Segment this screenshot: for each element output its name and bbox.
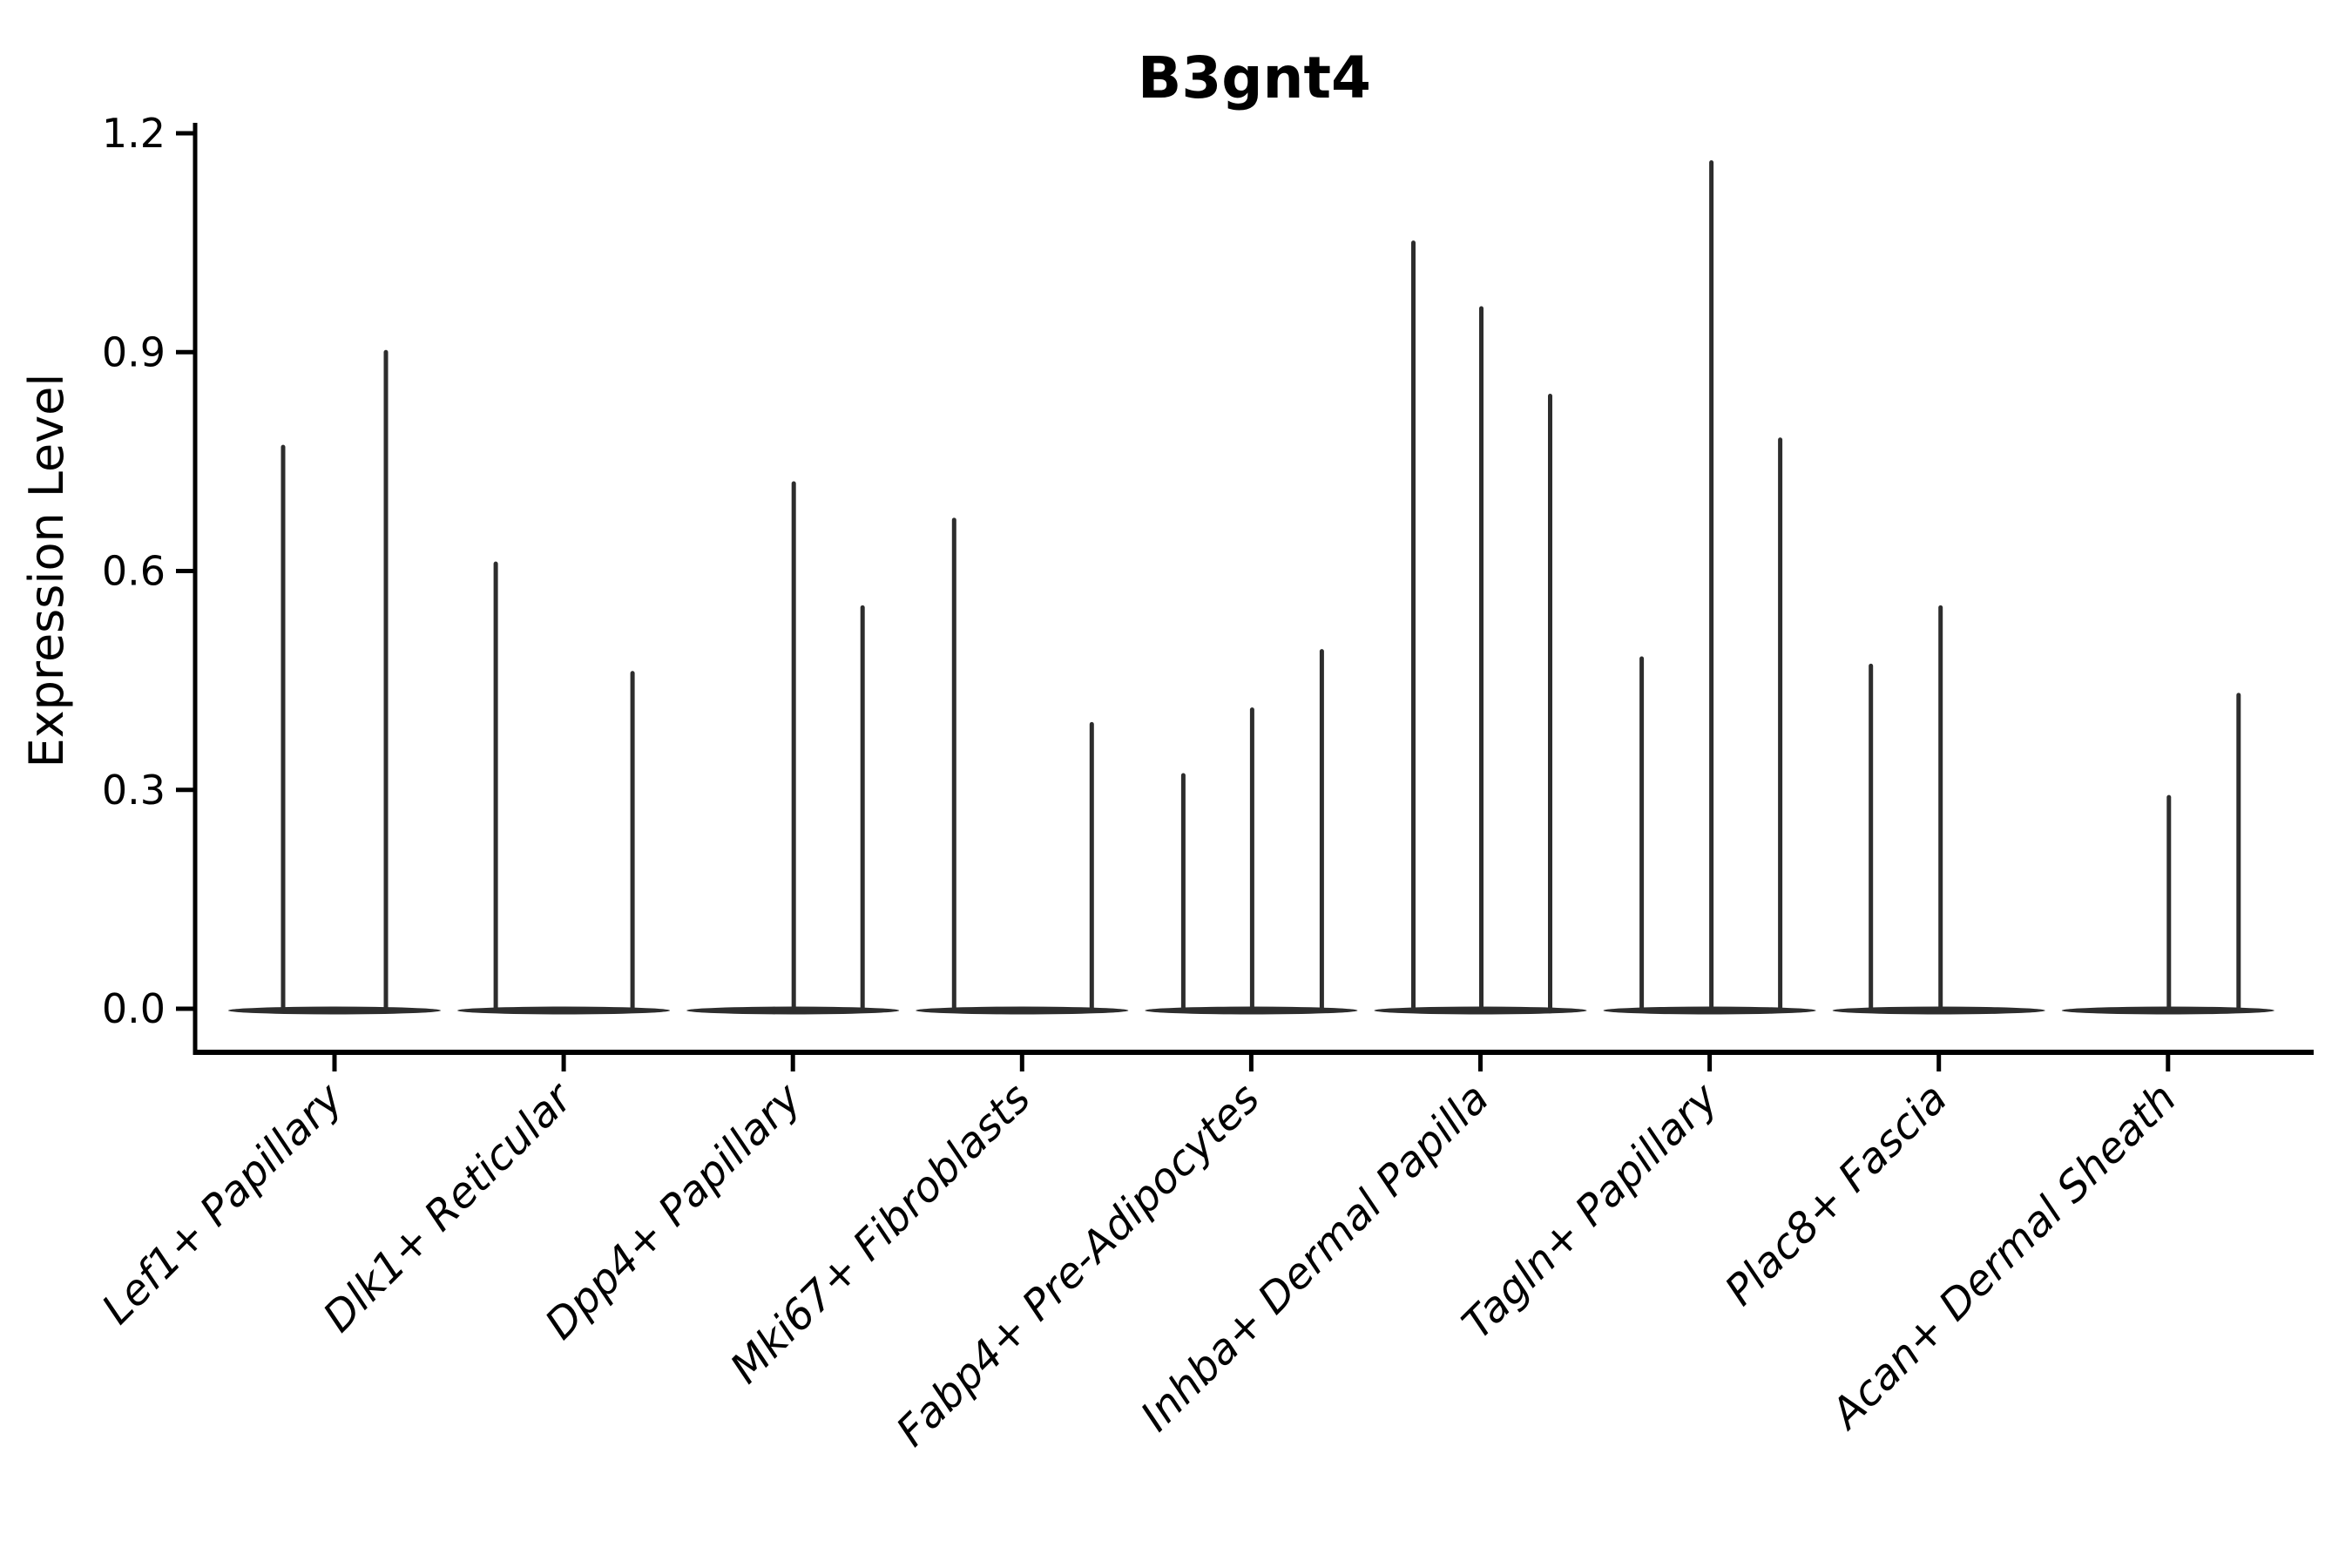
- violin-group: [228, 349, 441, 1015]
- y-tick-label: 0.0: [102, 985, 166, 1032]
- violin-base: [916, 1006, 1129, 1015]
- x-tick-label: Dlk1+ Reticular: [314, 1072, 584, 1342]
- y-tick-label: 0.9: [102, 328, 166, 375]
- plot-title: B3gnt4: [1138, 44, 1371, 112]
- x-tick-label: Dpp4+ Papillary: [536, 1073, 811, 1348]
- axes: [193, 123, 2314, 1055]
- y-tick-label: 0.3: [102, 767, 166, 814]
- x-tick-label: Plac8+ Fascia: [1716, 1074, 1957, 1315]
- y-tick-label: 1.2: [102, 110, 166, 157]
- violin-base: [228, 1006, 441, 1015]
- violin-group: [686, 481, 900, 1015]
- violin-group: [2061, 693, 2274, 1015]
- y-tick-label: 0.6: [102, 548, 166, 595]
- y-axis-ticks: 0.0 0.3 0.6 0.9 1.2: [102, 110, 195, 1032]
- violin-group: [1603, 160, 1816, 1015]
- y-axis-label: Expression Level: [19, 374, 74, 768]
- x-tick-label: Lef1+ Papillary: [92, 1073, 353, 1334]
- violin-group: [1374, 240, 1587, 1015]
- violin-group: [457, 561, 671, 1015]
- violins: [228, 160, 2274, 1015]
- violin-base: [457, 1006, 671, 1015]
- violin-group: [1832, 605, 2045, 1015]
- violin-group: [1145, 649, 1358, 1015]
- x-tick-label: Tagln+ Papillary: [1453, 1073, 1728, 1348]
- x-tick-label: Fabp4+ Pre-Adipocytes: [887, 1074, 1269, 1456]
- violin-group: [916, 517, 1129, 1015]
